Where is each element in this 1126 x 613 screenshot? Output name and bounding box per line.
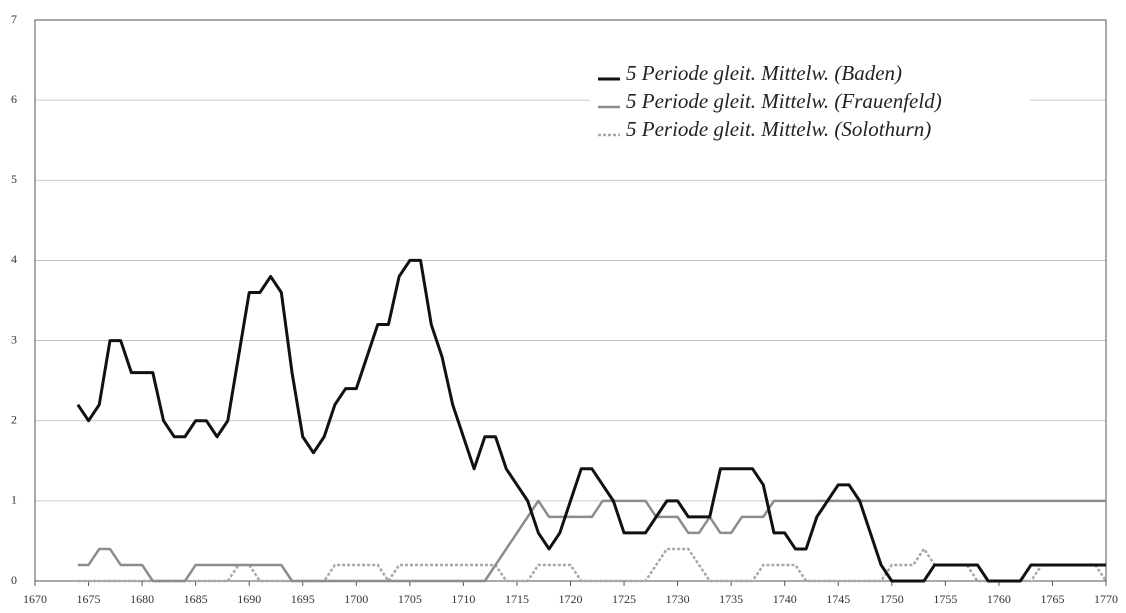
legend-label: 5 Periode gleit. Mittelw. (Solothurn) (626, 117, 931, 141)
x-tick-label: 1740 (773, 592, 797, 606)
x-tick-label: 1690 (237, 592, 261, 606)
x-tick-label: 1730 (666, 592, 690, 606)
x-tick-label: 1695 (291, 592, 315, 606)
legend-box (590, 58, 1030, 156)
legend-label: 5 Periode gleit. Mittelw. (Frauenfeld) (626, 89, 942, 113)
x-tick-label: 1700 (344, 592, 368, 606)
y-tick-label: 4 (11, 252, 17, 266)
x-tick-label: 1725 (612, 592, 636, 606)
y-tick-label: 5 (11, 172, 17, 186)
y-tick-label: 0 (11, 573, 17, 587)
x-tick-label: 1675 (77, 592, 101, 606)
x-tick-label: 1670 (23, 592, 47, 606)
x-tick-label: 1755 (933, 592, 957, 606)
series-line (76, 258, 1106, 583)
y-tick-label: 1 (11, 493, 17, 507)
series-line (77, 499, 1106, 583)
x-tick-label: 1750 (880, 592, 904, 606)
y-tick-label: 3 (11, 332, 17, 346)
y-tick-label: 2 (11, 412, 17, 426)
x-tick-label: 1680 (130, 592, 154, 606)
x-tick-label: 1745 (826, 592, 850, 606)
x-tick-label: 1720 (559, 592, 583, 606)
x-tick-label: 1685 (184, 592, 208, 606)
legend-label: 5 Periode gleit. Mittelw. (Baden) (626, 61, 902, 85)
x-tick-label: 1710 (451, 592, 475, 606)
x-tick-label: 1765 (1040, 592, 1064, 606)
x-tick-label: 1715 (505, 592, 529, 606)
y-tick-label: 7 (11, 12, 17, 26)
x-tick-label: 1735 (719, 592, 743, 606)
y-tick-label: 6 (11, 92, 17, 106)
x-tick-label: 1770 (1094, 592, 1118, 606)
x-tick-label: 1760 (987, 592, 1011, 606)
x-tick-label: 1705 (398, 592, 422, 606)
